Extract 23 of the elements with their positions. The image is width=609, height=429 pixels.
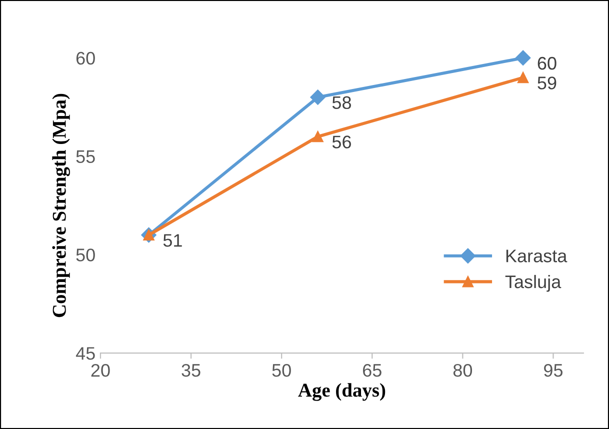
data-label: 59: [538, 76, 556, 90]
x-tick-label: 95: [544, 364, 563, 377]
x-tick-label: 20: [91, 364, 110, 377]
x-axis-title: Age (days): [298, 383, 386, 401]
point: [310, 90, 326, 105]
data-label: 58: [332, 96, 351, 110]
legend-label: Tasluja: [505, 274, 562, 292]
x-tick-label: 80: [453, 364, 472, 377]
data-label: 60: [538, 56, 556, 70]
data-label: 51: [163, 234, 182, 247]
point: [515, 50, 531, 66]
legend-label: Karasta: [506, 250, 568, 262]
y-tick-label: 55: [76, 150, 95, 164]
y-tick-label: 50: [76, 248, 95, 262]
x-tick-label: 35: [182, 364, 200, 377]
data-label: 56: [332, 136, 351, 148]
x-tick-label: 65: [363, 364, 382, 377]
x-tick-label: 50: [272, 364, 291, 377]
y-axis-title: Compreive Strength (Mpa): [52, 94, 70, 318]
point: [312, 131, 324, 142]
point: [518, 72, 529, 84]
y-tick-label: 60: [76, 52, 95, 65]
y-tick-label: 45: [76, 347, 95, 360]
